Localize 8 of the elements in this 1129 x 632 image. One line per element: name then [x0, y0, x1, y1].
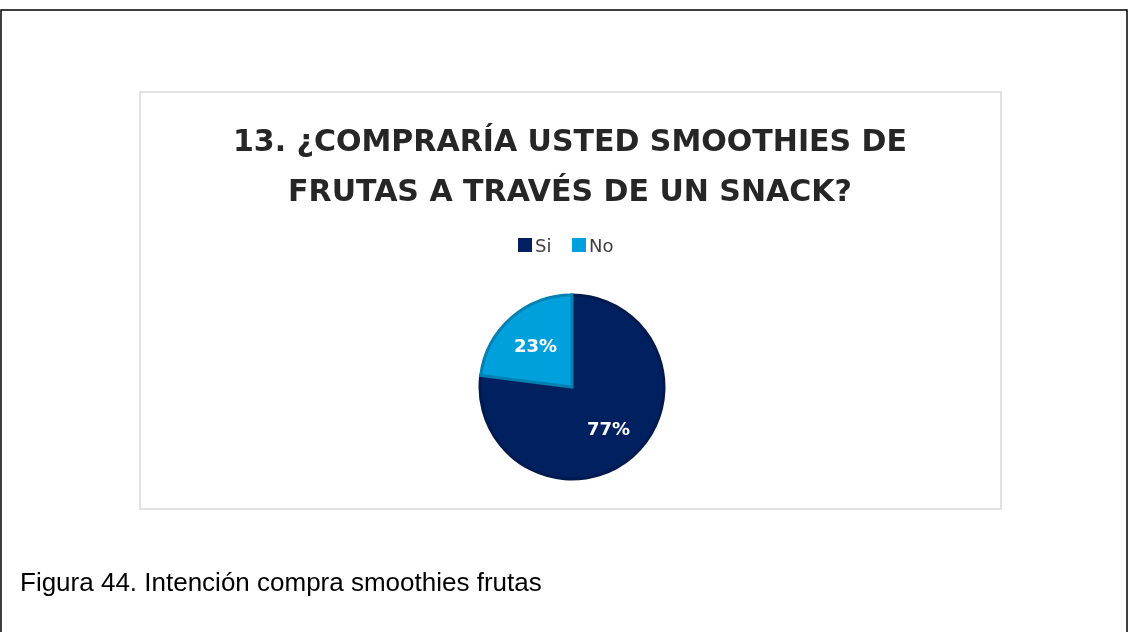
data-label: 77% [586, 417, 631, 439]
data-label: 23% [513, 335, 558, 357]
pie-slice [478, 293, 666, 481]
text: Figura 44. Intención compra smoothies frutas [20, 567, 542, 597]
legend-label: Si [535, 234, 552, 256]
pie-slice [479, 293, 574, 389]
legend-label: No [589, 234, 614, 256]
chart-title: 13. ¿COMPRARÍA USTED SMOOTHIES DE FRUTAS A TRAVÉS DE UN SNACK? [232, 122, 908, 208]
